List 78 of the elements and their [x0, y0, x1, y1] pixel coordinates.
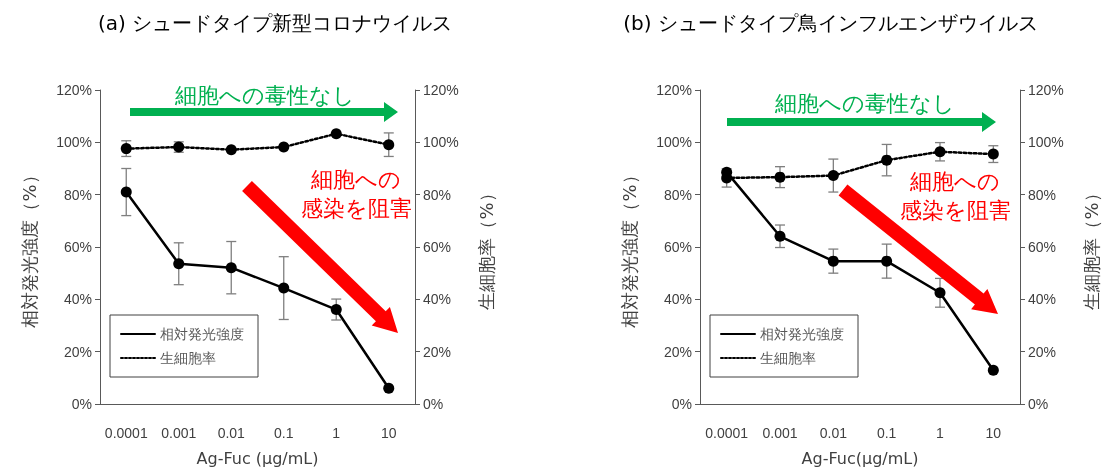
point	[987, 364, 999, 376]
y2-tick-label: 0%	[423, 396, 444, 412]
chart-title: (a) シュードタイプ新型コロナウイルス	[97, 11, 453, 35]
y2-tick-label: 80%	[423, 186, 452, 203]
x-tick-label: 10	[985, 425, 1002, 441]
x-tick-label: 0.0001	[705, 425, 749, 441]
x-tick-label: 0.01	[819, 425, 848, 441]
y-tick-label: 0%	[71, 396, 92, 412]
point	[173, 258, 185, 270]
y-tick-label: 120%	[56, 82, 92, 98]
y2-tick-label: 120%	[1028, 82, 1064, 98]
y2-axis-title: 生細胞率（%）	[475, 184, 497, 310]
legend-label: 生細胞率	[160, 350, 216, 366]
x-tick-label: 0.001	[762, 425, 798, 441]
y-tick-label: 120%	[656, 82, 692, 98]
y2-tick-label: 60%	[1028, 239, 1057, 255]
x-tick-label: 0.1	[274, 425, 294, 441]
annotation: 感染を阻害	[899, 197, 1011, 225]
x-tick-label: 0.0001	[104, 425, 148, 441]
legend-label: 相対発光強度	[760, 326, 844, 342]
point	[934, 287, 946, 299]
y2-tick-label: 120%	[423, 82, 459, 98]
x-tick-label: 0.001	[161, 425, 197, 441]
point	[827, 255, 839, 267]
y-axis-title: 相対発光強度（%）	[18, 166, 40, 328]
annotation: 細胞への	[910, 168, 1000, 196]
x-tick-label: 0.01	[217, 425, 246, 441]
y-tick-label: 40%	[63, 291, 92, 308]
point	[383, 382, 395, 394]
point	[120, 186, 132, 198]
y2-tick-label: 20%	[423, 343, 452, 360]
annotation: 細胞への毒性なし	[775, 90, 955, 118]
y2-axis-title: 生細胞率（%）	[1080, 184, 1102, 310]
x-tick-label: 10	[380, 425, 397, 441]
point	[330, 128, 342, 140]
legend-label: 生細胞率	[760, 350, 816, 366]
x-tick-label: 0.1	[876, 425, 897, 441]
y2-tick-label: 60%	[423, 239, 452, 255]
x-axis-title: Ag-Fuc(µg/mL)	[801, 448, 919, 468]
y-tick-label: 20%	[663, 343, 692, 360]
x-axis-title: Ag-Fuc (µg/mL)	[196, 448, 319, 468]
point	[827, 170, 839, 182]
annotation: 細胞への毒性なし	[175, 82, 355, 110]
annotation: 感染を阻害	[300, 195, 412, 223]
y-tick-label: 100%	[656, 134, 692, 151]
y-tick-label: 80%	[663, 186, 692, 203]
point	[225, 144, 237, 156]
point	[225, 262, 237, 274]
y2-tick-label: 0%	[1028, 396, 1049, 412]
y2-tick-label: 40%	[1028, 291, 1057, 308]
point	[278, 282, 290, 294]
point	[881, 255, 893, 267]
x-tick-label: 1	[332, 425, 341, 441]
point	[774, 230, 786, 242]
point	[987, 148, 999, 160]
y2-tick-label: 80%	[1028, 186, 1057, 203]
y-axis-title: 相対発光強度（%）	[618, 166, 640, 328]
point	[934, 146, 946, 158]
y-tick-label: 20%	[63, 343, 92, 360]
y-tick-label: 0%	[671, 396, 692, 412]
point	[330, 304, 342, 316]
annotation: 細胞への	[311, 166, 401, 194]
y2-tick-label: 20%	[1028, 343, 1057, 360]
legend-label: 相対発光強度	[160, 326, 244, 342]
y-tick-label: 40%	[663, 291, 692, 308]
y2-tick-label: 100%	[423, 134, 459, 151]
point	[774, 171, 786, 183]
point	[383, 139, 395, 151]
point	[278, 141, 290, 153]
point	[881, 154, 893, 166]
y-tick-label: 60%	[63, 239, 92, 255]
x-tick-label: 1	[936, 425, 945, 441]
y2-tick-label: 100%	[1028, 134, 1064, 151]
y-tick-label: 100%	[56, 134, 92, 151]
y2-tick-label: 40%	[423, 291, 452, 308]
chart-title: (b) シュードタイプ鳥インフルエンザウイルス	[623, 11, 1038, 35]
y-tick-label: 80%	[63, 186, 92, 203]
y-tick-label: 60%	[663, 239, 692, 255]
